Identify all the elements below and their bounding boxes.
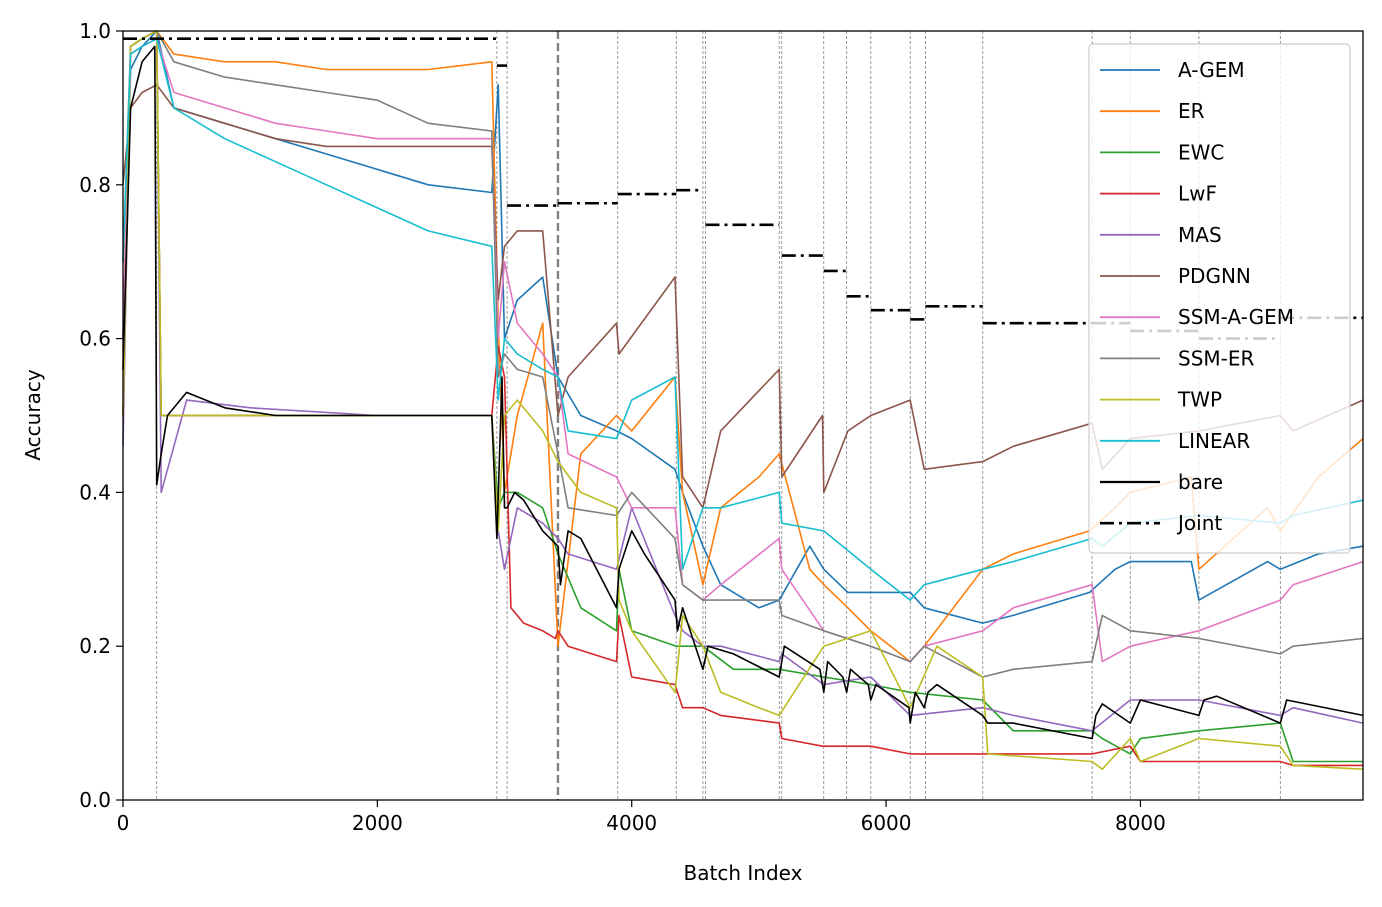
- series-ssm-er-line: [122, 30, 1364, 678]
- series-a-gem-line: [122, 30, 1364, 624]
- y-tick-label: 0.4: [79, 480, 111, 504]
- legend-box: [1088, 43, 1351, 554]
- series-mas-line: [122, 30, 1364, 732]
- series-linear-line: [122, 37, 1364, 601]
- y-tick-label: 0.2: [79, 634, 111, 658]
- plot-frame: [122, 30, 1364, 801]
- x-tick-label: 8000: [1115, 811, 1166, 835]
- y-axis-ticks: 0.0 0.2 0.4 0.6 0.8 1.0: [79, 19, 123, 812]
- x-tick-label: 4000: [606, 811, 657, 835]
- legend-label-bare: bare: [1178, 470, 1223, 494]
- legend-label-joint: Joint: [1176, 511, 1222, 535]
- x-axis-title: Batch Index: [684, 861, 803, 885]
- legend: A-GEM ER EWC LwF MAS PDGNN SSM-A-GEM SSM-ER TWP L…: [1088, 43, 1351, 554]
- legend-label-mas: MAS: [1178, 223, 1222, 247]
- x-tick-label: 0: [117, 811, 130, 835]
- series-bare-line: [122, 45, 1364, 740]
- y-tick-label: 0.6: [79, 327, 111, 351]
- x-tick-label: 6000: [861, 811, 912, 835]
- series-pdgnn-line: [122, 84, 1364, 509]
- x-tick-label: 2000: [352, 811, 403, 835]
- legend-label-ssm-a-gem: SSM-A-GEM: [1178, 305, 1294, 329]
- legend-label-a-gem: A-GEM: [1178, 58, 1245, 82]
- legend-label-er: ER: [1178, 99, 1205, 123]
- legend-label-twp: TWP: [1177, 388, 1222, 412]
- y-tick-label: 0.8: [79, 173, 111, 197]
- legend-label-pdgnn: PDGNN: [1178, 264, 1251, 288]
- x-axis-ticks: 0 2000 4000 6000 8000: [117, 800, 1166, 835]
- y-tick-label: 0.0: [79, 788, 111, 812]
- legend-label-ssm-er: SSM-ER: [1178, 346, 1255, 370]
- legend-label-ewc: EWC: [1178, 140, 1224, 164]
- series-group: [122, 30, 1364, 771]
- legend-label-lwf: LwF: [1178, 182, 1217, 206]
- y-axis-title: Accuracy: [21, 369, 45, 460]
- y-tick-label: 1.0: [79, 19, 111, 43]
- legend-label-linear: LINEAR: [1178, 429, 1250, 453]
- series-ssm-a-gem-line: [122, 37, 1364, 663]
